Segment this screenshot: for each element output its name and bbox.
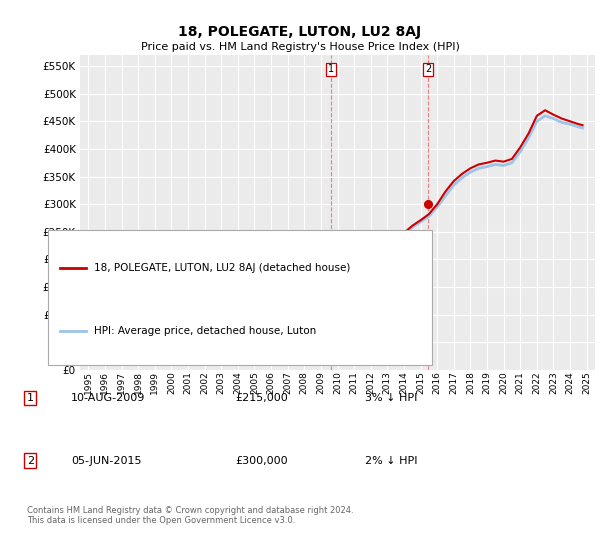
Text: £300,000: £300,000 <box>235 456 288 466</box>
Text: Contains HM Land Registry data © Crown copyright and database right 2024.
This d: Contains HM Land Registry data © Crown c… <box>27 506 353 525</box>
Text: 3% ↓ HPI: 3% ↓ HPI <box>365 393 417 403</box>
Text: HPI: Average price, detached house, Luton: HPI: Average price, detached house, Luto… <box>94 326 316 336</box>
Text: 2% ↓ HPI: 2% ↓ HPI <box>365 456 418 466</box>
Text: 1: 1 <box>328 64 334 74</box>
Text: 2: 2 <box>27 456 34 466</box>
Text: 05-JUN-2015: 05-JUN-2015 <box>71 456 142 466</box>
Text: 18, POLEGATE, LUTON, LU2 8AJ: 18, POLEGATE, LUTON, LU2 8AJ <box>178 25 422 39</box>
Text: 2: 2 <box>425 64 431 74</box>
Text: 10-AUG-2009: 10-AUG-2009 <box>71 393 145 403</box>
FancyBboxPatch shape <box>48 230 432 365</box>
Text: Price paid vs. HM Land Registry's House Price Index (HPI): Price paid vs. HM Land Registry's House … <box>140 42 460 52</box>
Text: 18, POLEGATE, LUTON, LU2 8AJ (detached house): 18, POLEGATE, LUTON, LU2 8AJ (detached h… <box>94 263 350 273</box>
Text: 1: 1 <box>27 393 34 403</box>
Text: £215,000: £215,000 <box>235 393 288 403</box>
